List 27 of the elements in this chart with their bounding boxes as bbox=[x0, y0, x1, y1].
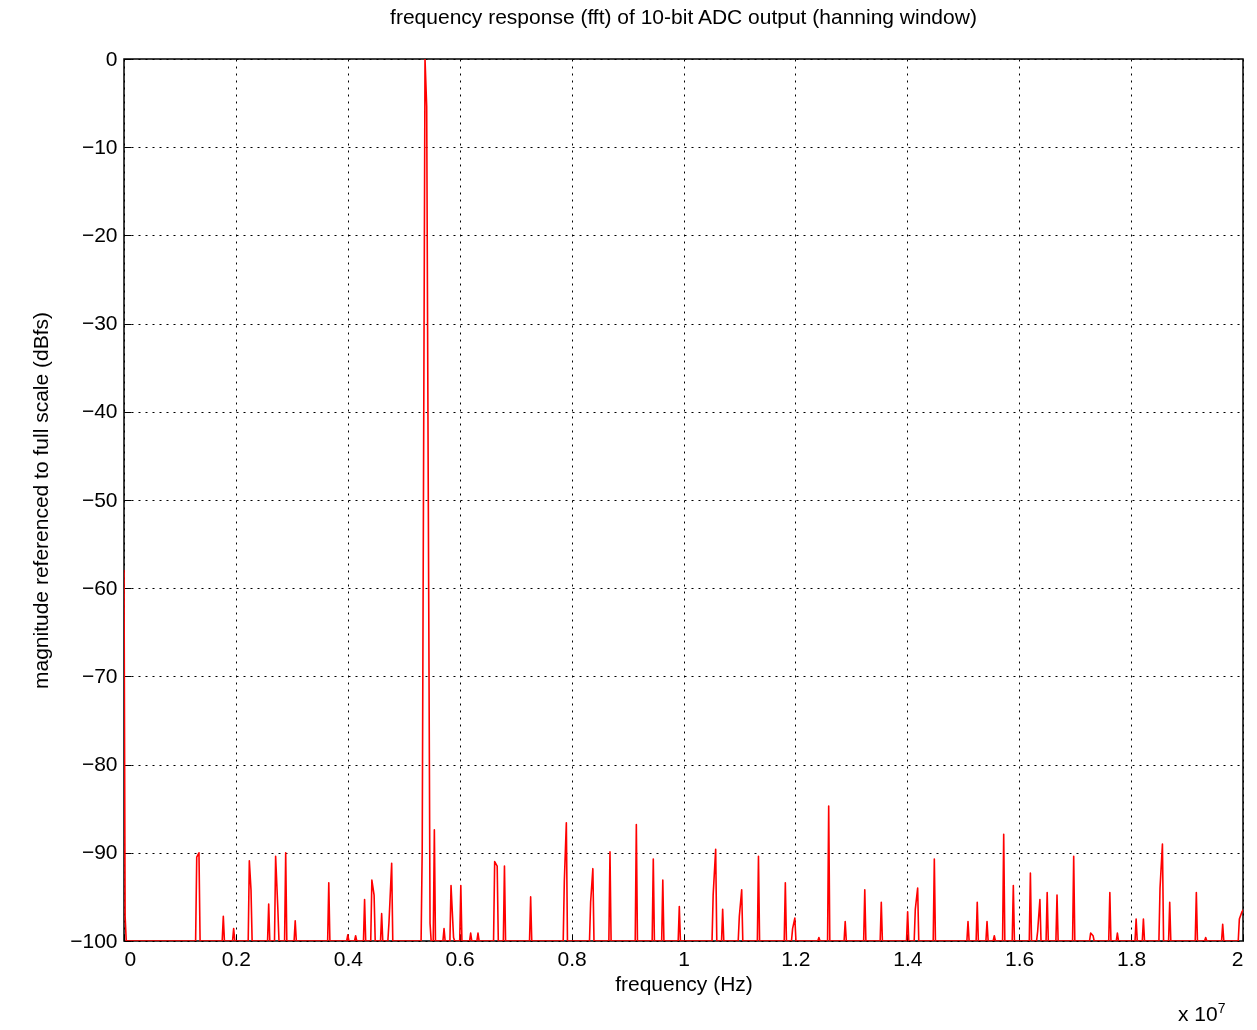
y-tick-label: −100 bbox=[70, 928, 118, 952]
chart-title: frequency response (fft) of 10-bit ADC output (hanning window) bbox=[390, 5, 977, 28]
line-series bbox=[124, 59, 1243, 941]
x-tick-label: 1.2 bbox=[781, 946, 811, 970]
x-tick-label: 1.8 bbox=[1117, 946, 1147, 970]
y-tick-label: −50 bbox=[81, 487, 118, 511]
y-tick-label: −30 bbox=[81, 311, 118, 335]
x-tick-label: 1.4 bbox=[893, 946, 923, 970]
x-tick-label: 1 bbox=[678, 946, 690, 970]
y-tick-label: −60 bbox=[81, 575, 118, 599]
x-tick-label: 0 bbox=[124, 946, 137, 970]
y-tick-label: −40 bbox=[81, 399, 118, 423]
x-tick-label: 0.6 bbox=[445, 946, 475, 970]
x-tick-label: 1.6 bbox=[1005, 946, 1035, 970]
y-tick-label: −20 bbox=[81, 222, 118, 246]
y-tick-label: −10 bbox=[81, 134, 118, 158]
y-tick-label: −80 bbox=[81, 752, 118, 776]
x-tick-label: 0.4 bbox=[333, 946, 364, 970]
y-tick-label: 0 bbox=[105, 46, 118, 70]
y-axis-title: magnitude referenced to full scale (dBfs) bbox=[29, 311, 53, 690]
x-axis-title: frequency (Hz) bbox=[615, 971, 753, 995]
x-tick-label: 2 bbox=[1231, 946, 1244, 970]
x-tick-label: 0.8 bbox=[557, 946, 587, 970]
y-tick-label: −90 bbox=[81, 840, 118, 864]
text: x 10$^{7}$ bbox=[1178, 1000, 1226, 1026]
y-tick-label: −70 bbox=[81, 663, 118, 687]
x-tick-label: 0.2 bbox=[221, 946, 251, 970]
